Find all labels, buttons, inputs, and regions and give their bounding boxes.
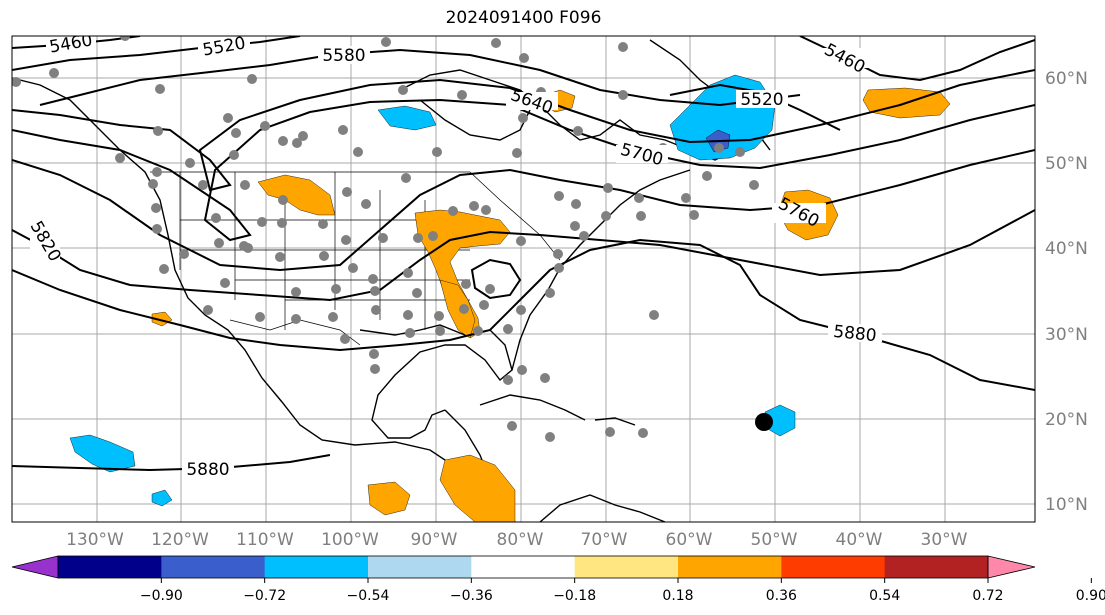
lon-label: 120°W [151, 530, 209, 550]
graticule [12, 36, 1035, 522]
colorbar-extend-high [987, 555, 1036, 579]
contour-5820 [12, 209, 1035, 302]
lat-label: 60°N [1045, 69, 1088, 89]
contour-label: 5580 [322, 46, 365, 66]
colorbar-segment [884, 556, 989, 578]
colorbar-tick-label: 0.72 [972, 588, 1003, 604]
colorbar-extend-low [11, 555, 59, 579]
colorbar-segment [574, 556, 679, 578]
map-title: 2024091400 F096 [445, 8, 602, 28]
lat-label: 40°N [1045, 239, 1088, 259]
positive-anomaly-great-lakes [414, 209, 511, 339]
lat-label: 50°N [1045, 154, 1088, 174]
lon-label: 100°W [321, 530, 379, 550]
hudson-bay [419, 99, 531, 141]
colorbar-tick-label: 0.36 [766, 588, 797, 604]
lon-label: 40°W [836, 530, 883, 550]
positive-anomaly-plains [257, 174, 336, 216]
lon-label: 110°W [236, 530, 294, 550]
colorbar-tick-label: 0.54 [869, 588, 900, 604]
positive-anomaly-mexico [367, 481, 411, 516]
contour-5520 [12, 36, 301, 71]
latitude-axis: 60°N 50°N 40°N 30°N 20°N 10°N [1045, 69, 1088, 515]
contour-5700 [12, 98, 1035, 242]
contour-5880-closed [470, 258, 522, 300]
negative-anomaly-pacific-small [151, 489, 173, 507]
colorbar-segment [781, 556, 886, 578]
contour-label: 5520 [740, 90, 783, 110]
positive-anomaly-central-america [439, 454, 516, 522]
storm-marker [755, 413, 773, 431]
lat-label: 20°N [1045, 410, 1088, 430]
hispaniola [594, 417, 636, 426]
colorbar-tick-label: −0.90 [140, 588, 183, 604]
colorbar-tick-label: 0.90 [1076, 588, 1105, 604]
colorbar-segment [678, 556, 782, 578]
lon-label: 50°W [751, 530, 798, 550]
north-america-west-coast [12, 77, 506, 516]
lon-label: 70°W [581, 530, 628, 550]
colorbar-tick-label: 0.18 [662, 588, 693, 604]
cuba [479, 394, 586, 421]
positive-anomaly-gulf [439, 279, 476, 339]
colorbar-tick-label: −0.72 [243, 588, 286, 604]
colorbar-tick-label: −0.36 [450, 588, 493, 604]
contour-labels: 5460 5520 5580 5640 5700 5760 5820 5880 … [26, 36, 882, 480]
lon-label: 90°W [411, 530, 458, 550]
station-dots [12, 36, 759, 442]
colorbar-segment [58, 556, 162, 578]
colorbar-segment [264, 556, 369, 578]
colorbar-ticks: −0.90 −0.72 −0.54 −0.36 −0.18 0.18 0.36 0.54 0.7… [140, 578, 1105, 604]
colorbar-tick-label: −0.18 [553, 588, 596, 604]
lon-label: 30°W [921, 530, 968, 550]
lat-label: 30°N [1045, 325, 1088, 345]
colorbar [11, 555, 1036, 579]
colorbar-segment [471, 556, 576, 578]
negative-anomaly-pacific [69, 434, 136, 473]
negative-anomaly-hudson [377, 105, 437, 131]
contour-5640 [12, 69, 1035, 192]
lon-label: 130°W [66, 530, 124, 550]
contour-5580 [39, 48, 801, 107]
colorbar-segment [161, 556, 266, 578]
longitude-axis: 130°W 120°W 110°W 100°W 90°W 80°W 70°W 6… [66, 530, 968, 550]
lat-label: 10°N [1045, 495, 1088, 515]
gulf-coast [359, 324, 513, 439]
contour-label: 5880 [832, 322, 877, 346]
east-coast [511, 169, 691, 371]
colorbar-tick-label: −0.54 [347, 588, 390, 604]
lon-label: 60°W [666, 530, 713, 550]
colorbar-segment [368, 556, 472, 578]
lon-label: 80°W [497, 530, 544, 550]
south-america-north [539, 494, 666, 522]
contour-label: 5880 [186, 460, 229, 480]
